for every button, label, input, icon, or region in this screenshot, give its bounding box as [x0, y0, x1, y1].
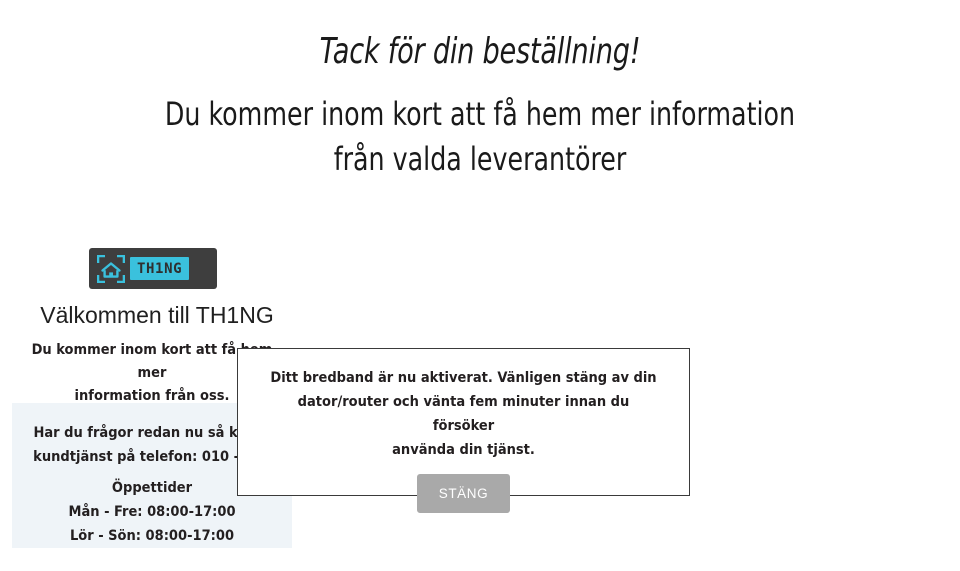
modal-message: Ditt bredband är nu aktiverat. Vänligen … [268, 366, 659, 462]
opening-hours-weekday: Mån - Fre: 08:00-17:00 [68, 504, 236, 520]
contact-line-2: kundtjänst på telefon: 010 - 252 [33, 449, 271, 465]
house-scan-icon [96, 254, 126, 283]
contact-line-1: Har du frågor redan nu så konta [33, 425, 271, 441]
modal-message-line-2: dator/router och vänta fem minuter innan… [297, 394, 630, 434]
supplier-description-line-2: information från oss. [74, 388, 230, 404]
th1ng-wordmark-text: TH1NG [137, 260, 183, 277]
page-subtitle: Du kommer inom kort att få hem mer infor… [164, 95, 796, 178]
modal-message-line-1: Ditt bredband är nu aktiverat. Vänligen … [270, 370, 657, 386]
opening-hours-weekend: Lör - Sön: 08:00-17:00 [69, 528, 235, 544]
supplier-description: Du kommer inom kort att få hem mer infor… [26, 339, 278, 408]
supplier-card: TH1NG Välkommen till TH1NG Du kommer ino… [12, 248, 292, 408]
activation-modal: Ditt bredband är nu aktiverat. Vänligen … [237, 348, 690, 513]
supplier-description-line-1: Du kommer inom kort att få hem mer [31, 342, 273, 381]
th1ng-wordmark: TH1NG [130, 257, 190, 280]
th1ng-logo: TH1NG [89, 248, 217, 289]
modal-close-button[interactable]: STÄNG [417, 474, 510, 513]
modal-message-line-3: använda din tjänst. [392, 442, 535, 458]
opening-hours-title: Öppettider [111, 480, 193, 496]
page-title: Tack för din beställning! [319, 31, 641, 72]
supplier-title: Välkommen till TH1NG [40, 302, 274, 328]
